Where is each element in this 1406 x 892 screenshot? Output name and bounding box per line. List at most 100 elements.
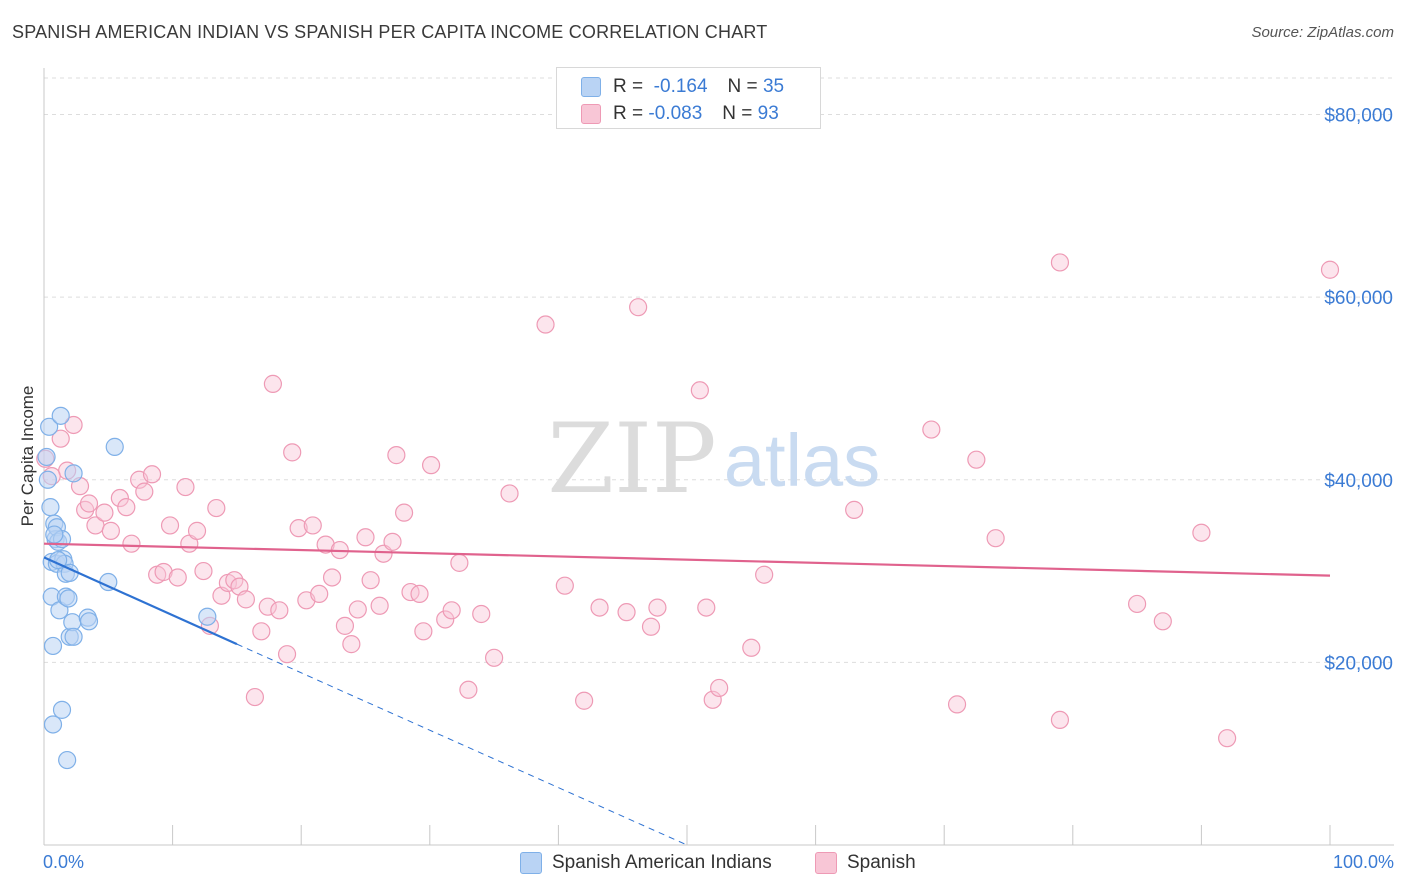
data-point-spanish [697,598,716,617]
y-tick-label: $80,000 [1324,106,1393,127]
data-point-spanish [160,516,180,535]
data-point-spanish [1320,260,1340,279]
axes [43,68,1394,846]
n-label: N = [727,76,758,97]
data-point-spanish [245,687,265,707]
legend-item-spanish[interactable]: Spanish [815,852,916,874]
legend-stats-row-blue: R = -0.164 N = 35 [581,74,784,100]
data-point-spanish [194,561,213,581]
data-point-spanish [590,598,609,617]
data-point-spanish [187,521,207,540]
data-point-spanish [450,553,469,572]
data-point-spanish [436,610,455,629]
r-label: R = [613,76,644,97]
r-value: -0.164 [653,76,708,97]
data-point-spanish [117,498,136,517]
data-point-spanish [168,568,187,587]
data-point-spanish [387,446,406,465]
data-point-spanish [283,443,302,462]
chart-title: SPANISH AMERICAN INDIAN VS SPANISH PER C… [12,22,768,42]
data-point-spanish [485,648,504,667]
legend-series: Spanish American Indians Spanish [0,852,1406,878]
data-point-spanish-american-indians [79,612,99,631]
watermark-atlas: atlas [724,419,880,502]
data-point-spanish [459,680,478,699]
data-point-spanish-american-indians [58,750,77,770]
data-point-spanish [536,315,555,334]
r-value: -0.083 [648,103,703,124]
legend-label: Spanish [847,852,916,873]
trend-line-spanish-american-indians-extension [236,643,688,846]
data-point-spanish [617,603,636,622]
data-point-spanish [414,622,433,641]
data-point-spanish [335,616,355,635]
data-point-spanish [64,415,83,435]
data-point-spanish [555,576,574,595]
data-point-spanish-american-indians [198,607,217,626]
data-point-spanish-american-indians [64,464,83,483]
series-spanish-american-indians-points [37,406,217,770]
grid-lines [44,77,1394,663]
data-point-spanish [845,500,864,519]
data-point-spanish [356,528,375,547]
series-spanish-points [36,253,1340,748]
data-point-spanish [316,535,335,554]
data-point-spanish [303,516,322,535]
data-point-spanish [383,532,402,551]
y-tick-labels: $20,000 $40,000 $60,000 $80,000 [1324,106,1393,675]
data-point-spanish [1153,612,1172,631]
data-point-spanish [110,488,129,508]
data-point-spanish [1127,594,1147,614]
data-point-spanish [1050,253,1070,272]
legend-swatch-pink [815,852,837,874]
r-label: R = [613,103,644,124]
data-point-spanish [986,529,1005,548]
data-point-spanish [500,484,519,503]
data-point-spanish [472,604,491,624]
data-point-spanish [252,622,271,641]
y-tick-label: $60,000 [1324,288,1393,309]
data-point-spanish [1218,729,1237,748]
x-tick-label-min: 0.0% [43,852,85,872]
n-label: N = [722,103,753,124]
data-point-spanish-american-indians [43,636,63,656]
data-point-spanish-american-indians [43,715,63,734]
y-tick-label: $40,000 [1324,471,1393,492]
data-point-spanish-american-indians [37,447,56,467]
data-point-spanish [690,381,709,400]
chart-source: Source: ZipAtlas.com [1251,24,1394,41]
data-point-spanish [755,565,774,584]
legend-item-spanish-american-indians[interactable]: Spanish American Indians [520,852,772,874]
data-point-spanish [95,503,114,522]
data-point-spanish-american-indians [51,406,70,425]
data-point-spanish [258,597,277,616]
data-point-spanish [101,521,120,540]
data-point-spanish [575,691,594,710]
data-point-spanish [135,482,154,501]
data-point-spanish [947,695,967,714]
data-point-spanish [370,596,389,615]
data-point-spanish [361,571,380,590]
data-point-spanish [270,601,289,620]
n-value: 93 [757,103,779,124]
y-axis-label: Per Capita Income [18,385,37,527]
data-point-spanish [648,598,667,617]
x-tick-label-max: 100.0% [1332,852,1394,872]
data-point-spanish-american-indians [41,498,60,517]
legend-stats: R = -0.164 N = 35 R = -0.083 N = 93 [556,67,821,129]
data-point-spanish [401,582,420,602]
data-point-spanish-american-indians [105,437,124,456]
data-point-spanish [176,477,195,497]
trend-line-spanish [43,542,1331,577]
data-point-spanish [629,298,648,317]
data-point-spanish [922,420,941,439]
data-point-spanish [236,590,256,609]
data-point-spanish [442,601,461,620]
data-point-spanish [277,645,297,664]
data-point-spanish [322,568,342,587]
data-point-spanish [51,429,70,448]
trend-line-spanish-american-indians [43,556,238,646]
data-point-spanish [142,465,162,484]
data-point-spanish [1192,523,1211,542]
legend-stats-row-pink: R = -0.083 N = 93 [581,101,779,127]
